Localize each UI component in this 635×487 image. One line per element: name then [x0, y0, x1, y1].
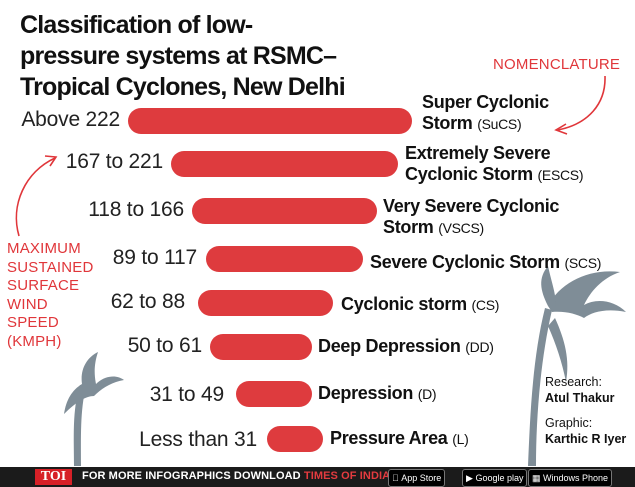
system-name-line: Extremely Severe — [405, 143, 551, 163]
side-label-line: SURFACE — [7, 277, 80, 294]
system-name-line: Very Severe Cyclonic — [383, 196, 560, 216]
side-label-line: (KMPH) — [7, 332, 62, 350]
app-name: TIMES OF INDIA APP — [303, 470, 416, 482]
system-name-line: Cyclonic storm (CS) — [341, 294, 500, 314]
system-label: Extremely Severe Cyclonic Storm (ESCS) — [405, 143, 584, 186]
research-label: Research: — [545, 375, 602, 389]
graphic-label: Graphic: — [545, 416, 593, 430]
range-label: 167 to 221 — [65, 150, 163, 173]
footer-text: FOR MORE INFOGRAPHICS DOWNLOAD TIMES OF … — [82, 470, 416, 482]
range-label: Less than 31 — [139, 428, 257, 451]
range-label: Above 222 — [21, 108, 120, 131]
bar — [206, 246, 363, 272]
system-abbr: (VSCS) — [438, 220, 484, 236]
nomenclature-label: NOMENCLATURE — [493, 56, 621, 73]
system-name-line: Storm (VSCS) — [383, 217, 484, 237]
toi-logo[interactable]: TOI — [35, 469, 72, 485]
bar — [267, 426, 323, 452]
side-label-line: WIND — [7, 295, 48, 313]
range-label: 62 to 88 — [110, 290, 186, 313]
title-line: Tropical Cyclones, New Delhi — [20, 73, 346, 101]
title-line: pressure systems at RSMC– — [20, 42, 337, 70]
windows-icon: ▦ — [532, 473, 541, 483]
system-label: Pressure Area (L) — [330, 428, 469, 450]
side-label-line: SPEED — [7, 314, 59, 331]
system-label: Cyclonic storm (CS) — [341, 294, 499, 316]
side-arrow-icon — [15, 157, 56, 237]
system-label: Depression (D) — [318, 383, 437, 405]
side-label-line: MAXIMUM — [7, 240, 81, 257]
bar — [192, 198, 377, 224]
system-abbr: (ESCS) — [537, 167, 584, 183]
side-label-line: SUSTAINED — [7, 258, 94, 276]
system-abbr: (SCS) — [564, 255, 602, 271]
range-label: 89 to 117 — [112, 246, 197, 269]
range-label: 31 to 49 — [149, 383, 225, 406]
system-name-line: Deep Depression (DD) — [318, 336, 494, 356]
bar — [128, 108, 412, 134]
system-abbr: (SuCS) — [477, 116, 522, 132]
system-abbr: (DD) — [465, 339, 494, 355]
google-play-badge[interactable]: ▶ Google play — [462, 469, 528, 487]
system-name-line: Severe Cyclonic Storm (SCS) — [370, 252, 602, 272]
palm-tree-right-icon — [528, 266, 626, 466]
play-icon: ▶ — [466, 473, 473, 483]
nomenclature-arrow-icon — [557, 75, 606, 131]
system-name-line: Super Cyclonic — [422, 92, 549, 112]
range-label: 50 to 61 — [127, 334, 203, 357]
side-arrowhead-icon — [44, 155, 58, 167]
palm-tree-left-icon — [64, 352, 124, 466]
bar — [198, 290, 333, 316]
system-abbr: (CS) — [471, 297, 500, 313]
system-name-line: Storm (SuCS) — [422, 113, 522, 133]
chart-title: Classification of low- pressure systems … — [20, 10, 350, 103]
system-abbr: (D) — [417, 386, 437, 402]
windows-phone-badge[interactable]: ▦ Windows Phone — [528, 469, 613, 487]
system-abbr: (L) — [452, 431, 469, 447]
footer-bar: TOI FOR MORE INFOGRAPHICS DOWNLOAD TIMES… — [0, 467, 635, 487]
system-name-line: Depression (D) — [318, 383, 437, 403]
apple-icon:  — [392, 473, 399, 483]
system-label: Very Severe Cyclonic Storm (VSCS) — [383, 196, 559, 239]
title-line: Classification of low- — [20, 11, 253, 39]
bar — [171, 151, 398, 177]
axis-side-label: MAXIMUM SUSTAINED SURFACE WIND SPEED (KM… — [7, 240, 94, 351]
nomenclature-arrowhead-icon — [554, 123, 568, 135]
system-label: Super Cyclonic Storm (SuCS) — [422, 92, 549, 135]
system-name-line: Cyclonic Storm (ESCS) — [405, 164, 584, 184]
bar — [236, 381, 312, 407]
credits: Research: Atul Thakur Graphic: Karthic R… — [545, 375, 626, 447]
range-label: 118 to 166 — [88, 198, 184, 221]
app-store-badge[interactable]:  App Store — [388, 469, 446, 487]
system-label: Severe Cyclonic Storm (SCS) — [370, 252, 601, 274]
system-label: Deep Depression (DD) — [318, 336, 494, 358]
research-name: Atul Thakur — [545, 390, 615, 405]
graphic-name: Karthic R Iyer — [545, 431, 627, 446]
system-name-line: Pressure Area (L) — [330, 428, 469, 448]
bar — [210, 334, 312, 360]
